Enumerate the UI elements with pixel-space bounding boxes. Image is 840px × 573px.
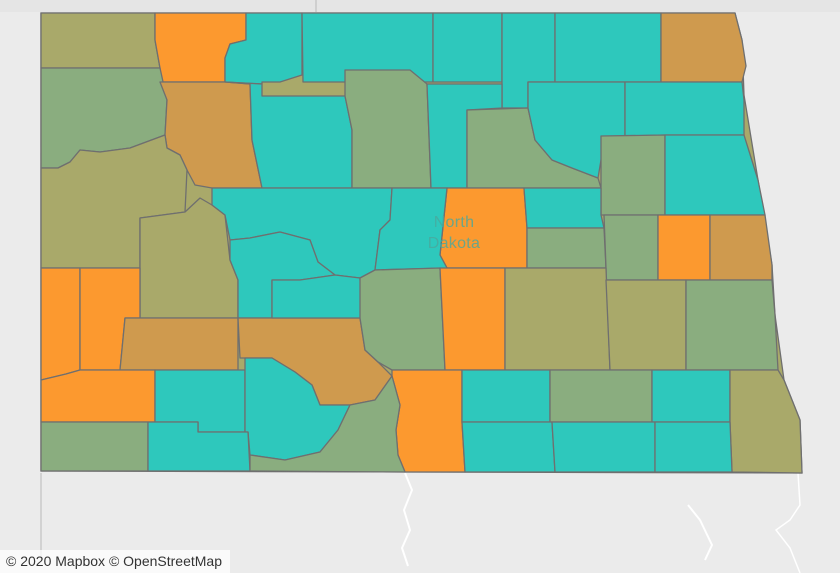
county-region[interactable] [504,267,611,371]
osm-attribution-link[interactable]: © OpenStreetMap [108,553,222,569]
map-attribution: © 2020 Mapbox © OpenStreetMap [0,550,230,573]
county-region[interactable] [139,197,239,319]
background-terrain [40,0,801,573]
county-region[interactable] [651,369,731,423]
county-region[interactable] [624,81,745,137]
county-region[interactable] [461,421,556,473]
county-region[interactable] [391,369,466,473]
county-region[interactable] [432,12,503,83]
county-region[interactable] [554,12,662,83]
county-region[interactable] [551,421,656,473]
county-region[interactable] [147,421,251,472]
county-region[interactable] [249,375,406,473]
county-region[interactable] [40,12,161,69]
county-region[interactable] [605,279,687,371]
county-region[interactable] [654,421,733,473]
county-region[interactable] [119,317,239,371]
county-region[interactable] [526,227,607,269]
county-region[interactable] [359,267,446,371]
county-region[interactable] [709,214,773,281]
county-region[interactable] [439,187,528,269]
county-region[interactable] [549,369,653,423]
county-region[interactable] [344,69,432,189]
county-region[interactable] [271,274,363,319]
county-region[interactable] [439,267,506,371]
river-line [400,472,414,567]
map-top-edge [0,0,840,12]
mapbox-attribution-link[interactable]: © 2020 Mapbox [6,553,106,569]
county-region[interactable] [685,279,779,371]
river-line [774,472,801,573]
county-region[interactable] [657,214,711,281]
county-region[interactable] [40,267,81,381]
county-region[interactable] [660,12,747,83]
county-region[interactable] [461,369,551,423]
county-region[interactable] [664,134,766,216]
river-line [687,504,714,561]
county-region[interactable] [603,214,659,281]
county-region[interactable] [40,421,149,472]
county-region[interactable] [523,187,605,229]
county-region[interactable] [600,134,666,216]
county-region[interactable] [729,369,803,474]
county-region[interactable] [40,369,156,423]
county-layer[interactable] [40,12,803,474]
